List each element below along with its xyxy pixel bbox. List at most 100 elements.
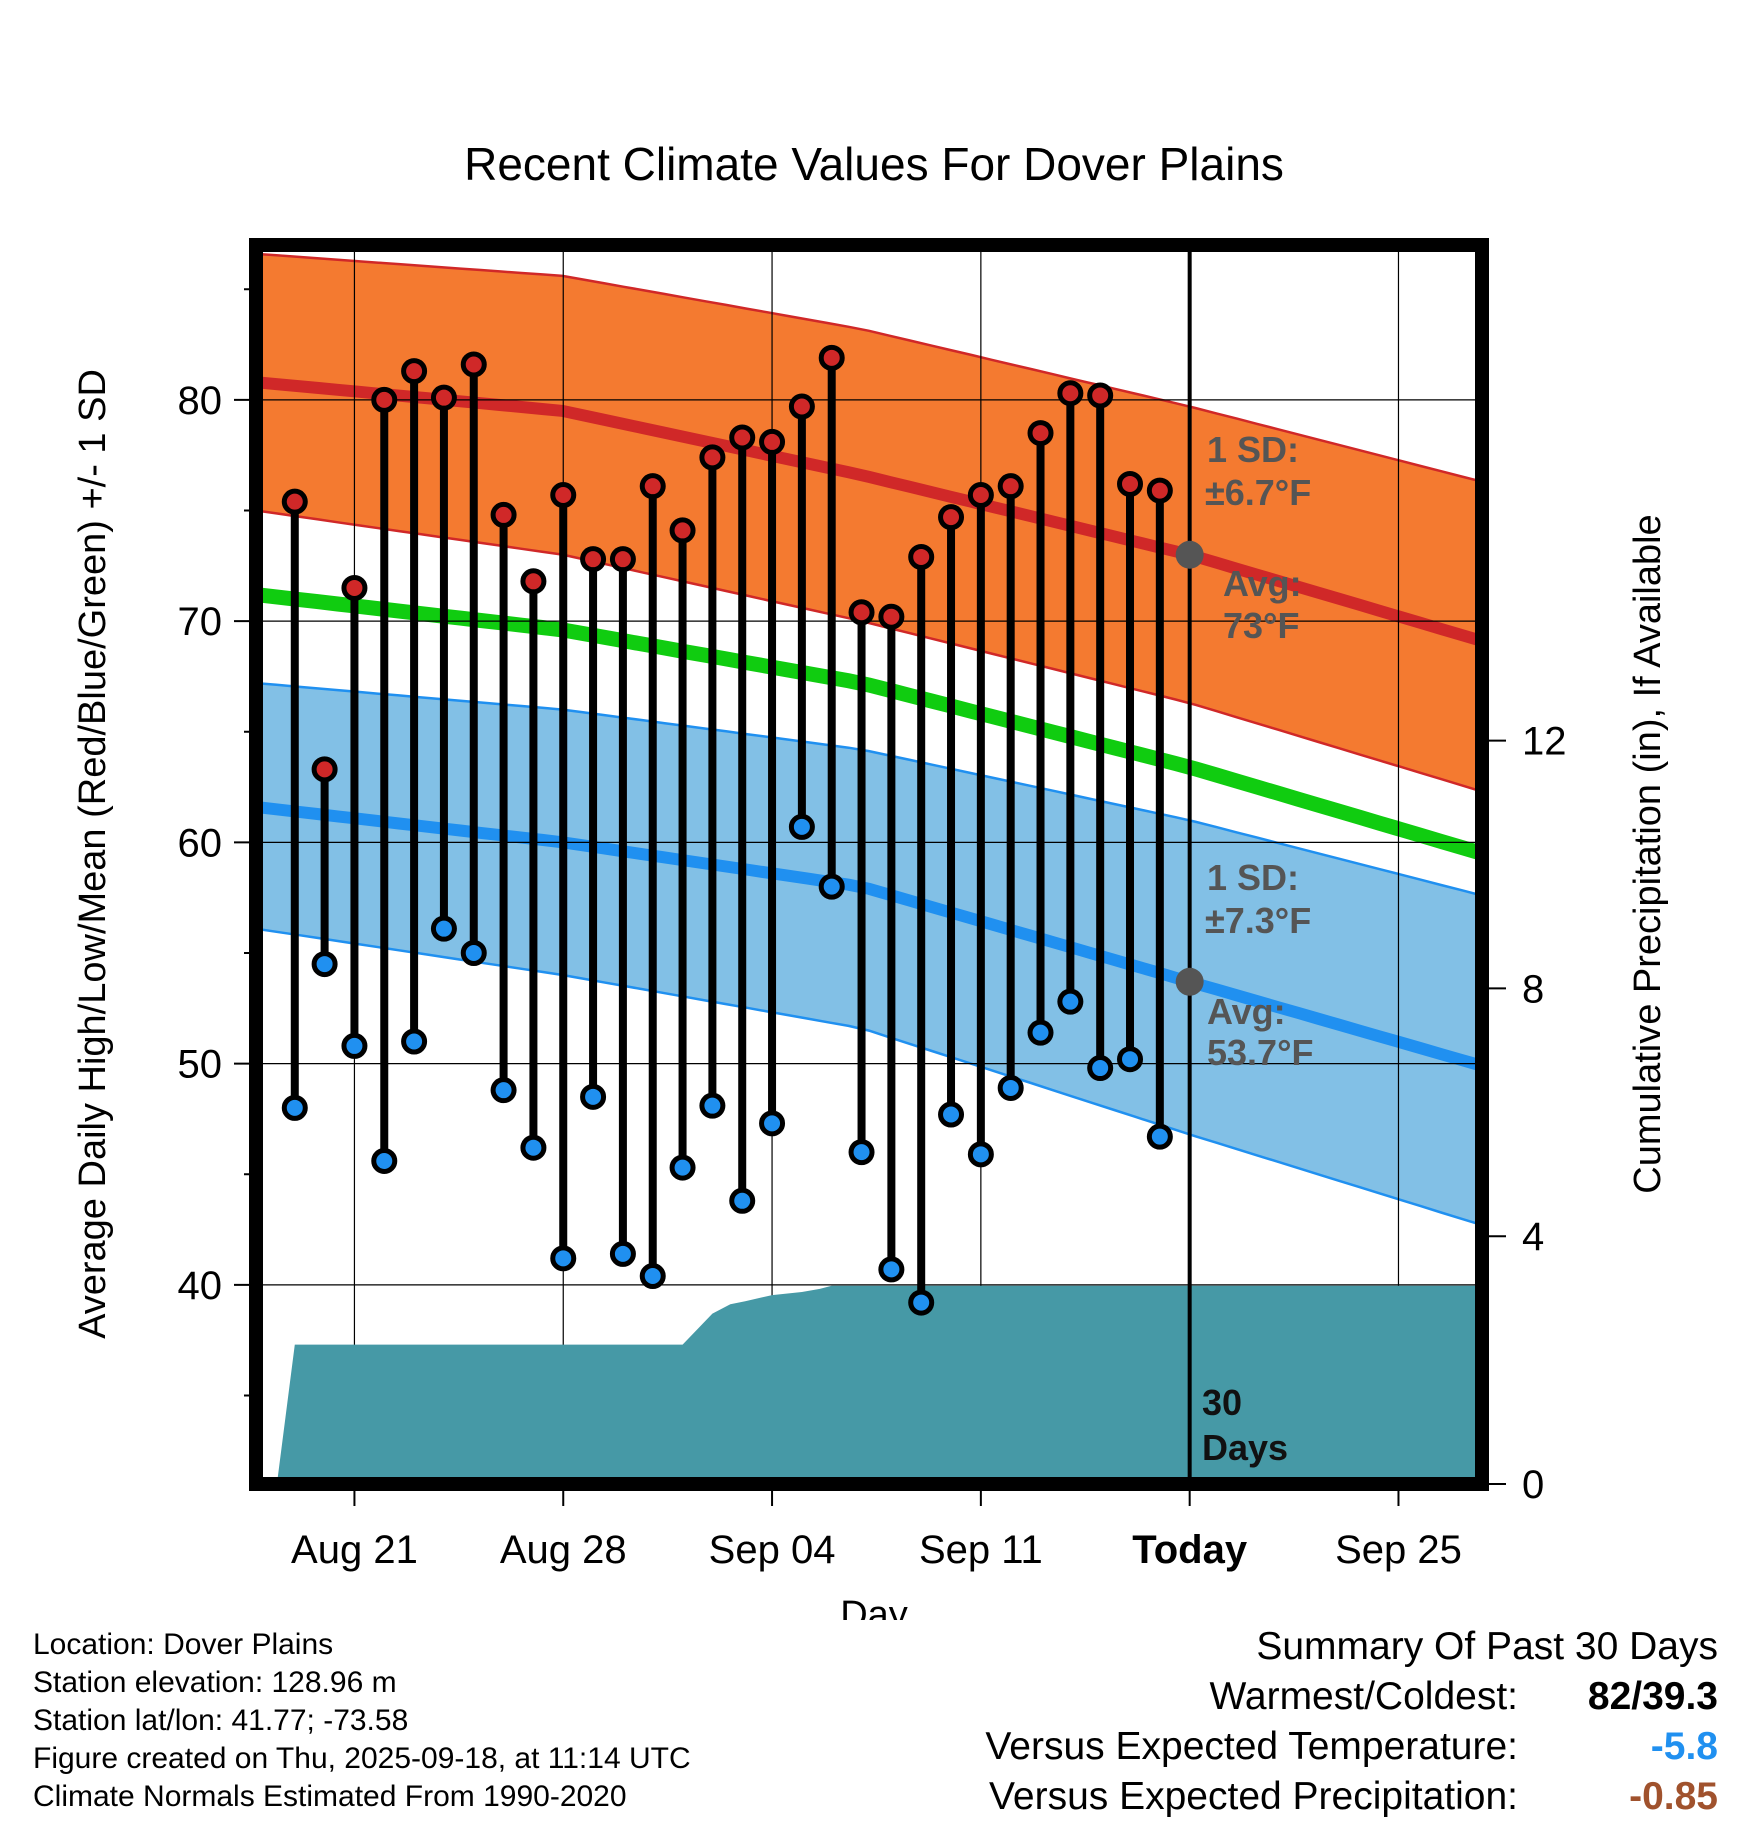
- warmest-label: Warmest/Coldest:: [1209, 1675, 1518, 1718]
- daily-high-point: [1027, 420, 1054, 447]
- daily-high-point: [281, 488, 308, 515]
- daily-low-point: [371, 1147, 398, 1174]
- high-sd-band: [256, 253, 1482, 792]
- daily-low-point: [490, 1077, 517, 1104]
- low-avg-value: 53.7°F: [1207, 1032, 1313, 1073]
- daily-high-point: [1146, 477, 1173, 504]
- x-tick-label: Sep 25: [1335, 1528, 1462, 1572]
- temp-value: -5.8: [1650, 1725, 1718, 1768]
- daily-high-point: [460, 351, 487, 378]
- daily-high-point: [490, 501, 517, 528]
- low-band-lower-edge: [256, 927, 1482, 1227]
- daily-low-point: [1146, 1123, 1173, 1150]
- daily-low-point: [609, 1240, 636, 1267]
- y-axis-title: Average Daily High/Low/Mean (Red/Blue/Gr…: [72, 369, 114, 1339]
- normals-text: Climate Normals Estimated From 1990-2020: [33, 1780, 627, 1813]
- elevation-text: Station elevation: 128.96 m: [33, 1666, 397, 1699]
- data-marks: [281, 344, 1173, 1316]
- high-sd-label: 1 SD:: [1207, 429, 1299, 470]
- annotations: 1 SD: ±6.7°F Avg: 73°F 1 SD: ±7.3°F Avg:…: [1202, 429, 1313, 1468]
- daily-high-point: [967, 482, 994, 509]
- days-count: 30: [1202, 1382, 1242, 1423]
- daily-low-point: [818, 873, 845, 900]
- daily-low-point: [938, 1101, 965, 1128]
- precip-value: -0.85: [1629, 1775, 1718, 1818]
- days-word: Days: [1202, 1427, 1288, 1468]
- daily-high-point: [430, 384, 457, 411]
- daily-high-point: [520, 568, 547, 595]
- daily-low-point: [908, 1289, 935, 1316]
- daily-low-point: [848, 1139, 875, 1166]
- precip-row: Versus Expected Precipitation: -0.85: [985, 1772, 1718, 1822]
- daily-low-point: [967, 1141, 994, 1168]
- daily-low-point: [1087, 1055, 1114, 1082]
- daily-high-point: [699, 444, 726, 471]
- warmest-value: 82/39.3: [1587, 1675, 1718, 1718]
- daily-low-point: [699, 1092, 726, 1119]
- y-tick-label: 70: [178, 600, 223, 644]
- normal-low-line: [256, 801, 1482, 1072]
- daily-low-point: [311, 951, 338, 978]
- precip-area: [256, 1285, 1482, 1484]
- low-sd-value: ±7.3°F: [1205, 900, 1311, 941]
- daily-low-point: [729, 1187, 756, 1214]
- daily-high-point: [848, 599, 875, 626]
- daily-high-point: [1087, 382, 1114, 409]
- y-tick-label: 80: [178, 379, 223, 423]
- daily-low-point: [430, 915, 457, 942]
- y-tick-label: 40: [178, 1264, 223, 1308]
- precip-label: Versus Expected Precipitation:: [989, 1775, 1518, 1818]
- daily-low-point: [550, 1245, 577, 1272]
- daily-high-point: [341, 574, 368, 601]
- station-info: Location: Dover Plains Station elevation…: [33, 1626, 691, 1816]
- daily-low-point: [520, 1134, 547, 1161]
- daily-low-point: [341, 1032, 368, 1059]
- latlon-text: Station lat/lon: 41.77; -73.58: [33, 1704, 409, 1737]
- daily-high-point: [401, 358, 428, 385]
- y2-tick-label: 4: [1522, 1215, 1544, 1259]
- high-band-upper-edge: [256, 252, 1482, 483]
- daily-low-point: [669, 1154, 696, 1181]
- temp-row: Versus Expected Temperature: -5.8: [985, 1722, 1718, 1772]
- daily-low-point: [1027, 1019, 1054, 1046]
- x-tick-label: Aug 28: [500, 1528, 627, 1572]
- y2-tick-label: 8: [1522, 967, 1544, 1011]
- low-avg-marker: [1175, 967, 1204, 996]
- daily-high-point: [997, 473, 1024, 500]
- x-tick-label: Sep 11: [919, 1528, 1043, 1572]
- plot-frame: [249, 238, 1489, 1491]
- temp-label: Versus Expected Temperature:: [985, 1725, 1518, 1768]
- daily-low-point: [1057, 988, 1084, 1015]
- daily-low-point: [580, 1083, 607, 1110]
- x-tick-label: Today: [1132, 1528, 1248, 1572]
- x-tick-label: Aug 21: [291, 1528, 418, 1572]
- high-avg-marker: [1175, 540, 1204, 569]
- y2-tick-label: 12: [1522, 720, 1567, 764]
- daily-high-point: [580, 546, 607, 573]
- high-band-lower-edge: [256, 509, 1482, 793]
- x-tick-label: Sep 04: [709, 1528, 836, 1572]
- warmest-row: Warmest/Coldest: 82/39.3: [985, 1672, 1718, 1722]
- location-text: Location: Dover Plains: [33, 1628, 334, 1661]
- daily-high-point: [908, 543, 935, 570]
- daily-low-point: [759, 1110, 786, 1137]
- climate-chart: Recent Climate Values For Dover Plains 4…: [72, 138, 1669, 1620]
- daily-low-point: [997, 1074, 1024, 1101]
- daily-high-point: [311, 756, 338, 783]
- chart-title: Recent Climate Values For Dover Plains: [464, 138, 1284, 190]
- normal-mean-line: [256, 587, 1482, 861]
- daily-high-point: [788, 393, 815, 420]
- y-tick-label: 60: [178, 821, 223, 865]
- daily-high-point: [759, 428, 786, 455]
- created-text: Figure created on Thu, 2025-09-18, at 11…: [33, 1742, 691, 1775]
- daily-low-point: [639, 1263, 666, 1290]
- daily-high-point: [1057, 380, 1084, 407]
- y2-tick-label: 0: [1522, 1463, 1544, 1507]
- daily-low-point: [281, 1094, 308, 1121]
- normal-high-line: [256, 376, 1482, 647]
- low-sd-label: 1 SD:: [1207, 857, 1299, 898]
- y2-axis-title: Cumulative Precipitation (in), If Availa…: [1627, 514, 1669, 1193]
- daily-high-point: [938, 504, 965, 531]
- daily-high-point: [371, 386, 398, 413]
- high-avg-label: Avg:: [1223, 563, 1302, 604]
